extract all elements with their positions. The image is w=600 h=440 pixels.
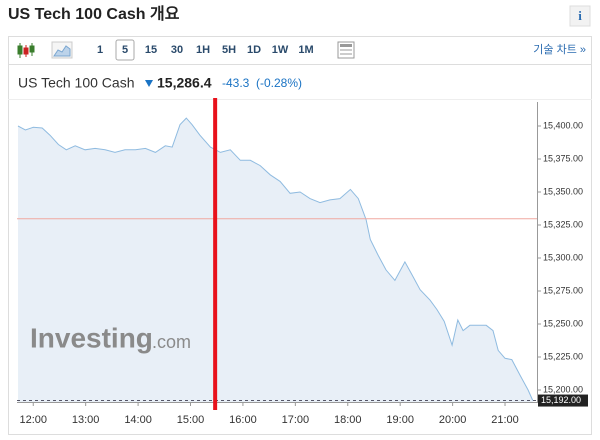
- x-tick-label: 15:00: [177, 414, 205, 426]
- interval-button[interactable]: 1H: [196, 44, 210, 56]
- area-icon[interactable]: [51, 41, 73, 59]
- y-tick-label: 15,300.00: [543, 252, 583, 262]
- title: US Tech 100 Cash 개요: [8, 4, 180, 23]
- layout-icon[interactable]: [337, 41, 355, 59]
- quote-name: US Tech 100 Cash: [18, 75, 134, 91]
- interval-button[interactable]: 1: [97, 44, 103, 56]
- watermark-brand: Investing: [30, 322, 153, 353]
- x-tick-label: 12:00: [19, 414, 47, 426]
- x-tick-label: 21:00: [491, 414, 519, 426]
- last-price-box: [538, 394, 588, 407]
- quote-change-pct: (-0.28%): [256, 76, 302, 90]
- y-tick-label: 15,225.00: [543, 351, 583, 361]
- interval-button[interactable]: 15: [145, 44, 157, 56]
- tech-chart-link[interactable]: 기술 차트 »: [533, 43, 586, 56]
- price-line: [17, 117, 534, 401]
- x-tick-label: 14:00: [124, 414, 152, 426]
- last-price-label: 15,192.00: [541, 395, 581, 405]
- info-button[interactable]: [569, 5, 591, 27]
- interval-button[interactable]: 1W: [272, 44, 289, 56]
- interval-button[interactable]: 1D: [247, 44, 261, 56]
- x-tick-label: 20:00: [439, 414, 467, 426]
- interval-button[interactable]: 5H: [222, 44, 236, 56]
- candle-icon[interactable]: [17, 43, 35, 58]
- watermark-suffix: .com: [152, 332, 191, 352]
- x-tick-label: 19:00: [386, 414, 414, 426]
- interval-selected: [115, 39, 135, 61]
- y-tick-label: 15,275.00: [543, 285, 583, 295]
- y-tick-label: 15,375.00: [543, 153, 583, 163]
- x-tick-label: 16:00: [229, 414, 257, 426]
- quote-change: -43.3: [222, 76, 250, 90]
- down-arrow: [145, 80, 153, 87]
- y-tick-label: 15,325.00: [543, 219, 583, 229]
- y-tick-label: 15,400.00: [543, 120, 583, 130]
- y-tick-label: 15,200.00: [543, 384, 583, 394]
- y-tick-label: 15,350.00: [543, 186, 583, 196]
- y-tick-label: 15,250.00: [543, 318, 583, 328]
- watermark: Investing .com: [30, 322, 191, 353]
- interval-button[interactable]: 30: [171, 44, 183, 56]
- info-icon[interactable]: i: [578, 8, 582, 23]
- quote-price: 15,286.4: [157, 75, 212, 91]
- area-fill: [18, 118, 533, 402]
- x-tick-label: 18:00: [334, 414, 362, 426]
- x-tick-label: 17:00: [282, 414, 310, 426]
- x-tick-label: 13:00: [72, 414, 100, 426]
- interval-button[interactable]: 5: [122, 44, 128, 56]
- interval-button[interactable]: 1M: [298, 44, 313, 56]
